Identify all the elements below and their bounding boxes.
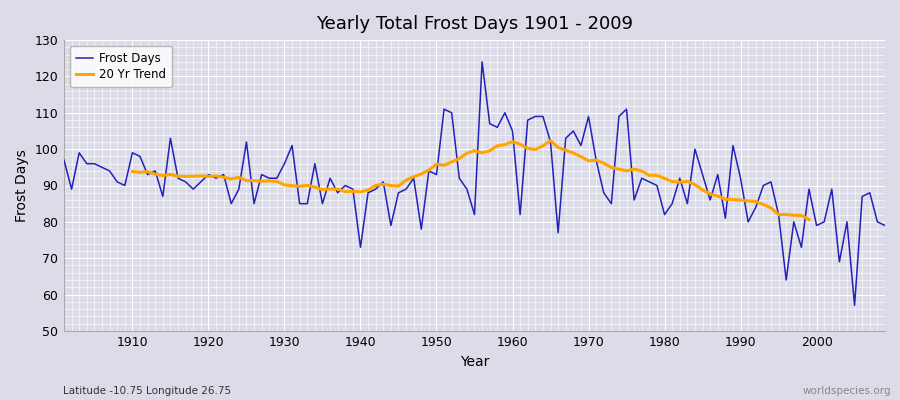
20 Yr Trend (545, 138, 556, 143)
20 Yr Trend (781, 212, 792, 217)
Frost Days (58, 158, 69, 162)
Frost Days (332, 190, 343, 195)
20 Yr Trend (332, 187, 343, 192)
Frost Days (606, 201, 616, 206)
Frost Days (507, 128, 517, 133)
Frost Days (120, 183, 130, 188)
Y-axis label: Frost Days: Frost Days (15, 149, 29, 222)
20 Yr Trend (804, 217, 814, 222)
Legend: Frost Days, 20 Yr Trend: Frost Days, 20 Yr Trend (70, 46, 172, 87)
X-axis label: Year: Year (460, 355, 490, 369)
20 Yr Trend (127, 169, 138, 174)
Line: Frost Days: Frost Days (64, 62, 885, 306)
20 Yr Trend (218, 175, 229, 180)
Frost Days (879, 223, 890, 228)
Frost Days (515, 212, 526, 217)
Text: worldspecies.org: worldspecies.org (803, 386, 891, 396)
Line: 20 Yr Trend: 20 Yr Trend (132, 141, 809, 220)
Frost Days (850, 303, 860, 308)
Title: Yearly Total Frost Days 1901 - 2009: Yearly Total Frost Days 1901 - 2009 (316, 15, 633, 33)
Text: Latitude -10.75 Longitude 26.75: Latitude -10.75 Longitude 26.75 (63, 386, 231, 396)
Frost Days (477, 60, 488, 64)
20 Yr Trend (713, 194, 724, 198)
Frost Days (286, 143, 297, 148)
20 Yr Trend (698, 188, 708, 192)
20 Yr Trend (606, 165, 616, 170)
